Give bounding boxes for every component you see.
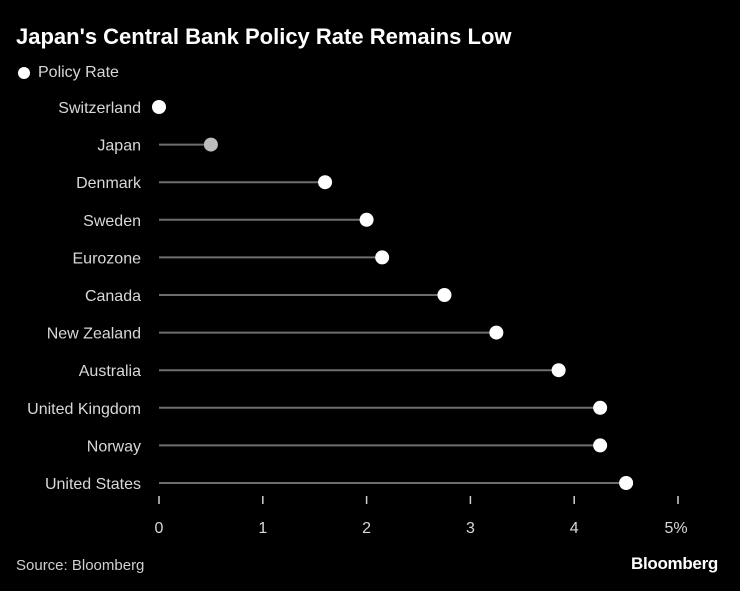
legend: Policy Rate (18, 64, 119, 82)
category-label-united-kingdom: United Kingdom (27, 401, 141, 418)
category-label-united-states: United States (45, 476, 141, 493)
chart-title: Japan's Central Bank Policy Rate Remains… (16, 24, 512, 49)
category-label-japan: Japan (97, 138, 141, 155)
x-tick-label-1: 1 (258, 520, 267, 537)
x-tick-label-3: 3 (466, 520, 475, 537)
dot-australia (551, 363, 566, 378)
source-note: Source: Bloomberg (16, 557, 145, 574)
dot-united-kingdom (593, 400, 608, 415)
dot-eurozone (375, 250, 390, 265)
category-label-australia: Australia (79, 363, 141, 380)
dot-japan (203, 137, 218, 152)
dot-denmark (318, 175, 333, 190)
dot-sweden (359, 212, 374, 227)
dot-norway (593, 438, 608, 453)
dot-canada (437, 288, 452, 302)
dot-switzerland (152, 100, 166, 114)
category-label-norway: Norway (87, 438, 141, 455)
bloomberg-logo: Bloomberg (630, 554, 718, 573)
x-tick-label-5: 5% (664, 520, 687, 537)
category-label-new-zealand: New Zealand (47, 326, 141, 343)
x-tick-label-0: 0 (155, 520, 164, 537)
category-label-canada: Canada (85, 288, 141, 305)
x-tick-label-4: 4 (570, 520, 579, 537)
category-label-denmark: Denmark (76, 175, 142, 192)
category-label-eurozone: Eurozone (73, 250, 142, 267)
category-label-sweden: Sweden (83, 213, 141, 230)
x-tick-label-2: 2 (362, 520, 371, 537)
dot-new-zealand (489, 325, 504, 340)
category-label-switzerland: Switzerland (58, 100, 141, 117)
dot-united-states (619, 476, 634, 490)
legend-label: Policy Rate (38, 64, 119, 81)
legend-dot-icon (18, 67, 30, 79)
